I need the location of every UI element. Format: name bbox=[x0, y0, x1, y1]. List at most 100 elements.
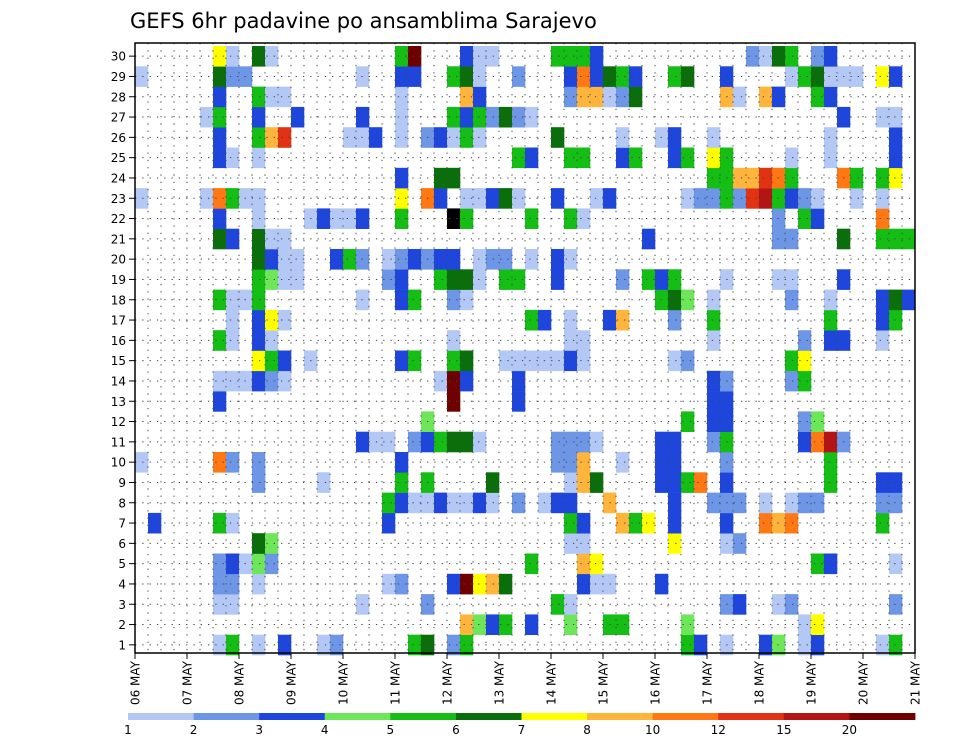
precip-cell bbox=[681, 411, 695, 432]
precip-cell bbox=[876, 66, 890, 87]
precip-cell bbox=[395, 46, 409, 67]
precip-cell bbox=[785, 594, 799, 615]
precip-cell bbox=[447, 167, 461, 189]
precip-cell bbox=[577, 472, 591, 493]
precip-cell bbox=[785, 228, 799, 250]
precip-cell bbox=[876, 330, 890, 351]
precip-cell bbox=[408, 66, 422, 87]
precip-cell bbox=[694, 634, 708, 656]
colorbar-swatch bbox=[718, 713, 785, 720]
precip-cell bbox=[226, 330, 240, 351]
precip-cell bbox=[265, 330, 279, 351]
precip-cell bbox=[486, 492, 500, 514]
precip-cell bbox=[824, 330, 838, 351]
precip-cell bbox=[252, 228, 266, 250]
precip-cell bbox=[512, 66, 526, 87]
precip-cell bbox=[356, 594, 370, 615]
precip-cell bbox=[564, 66, 578, 87]
precip-cell bbox=[226, 452, 240, 473]
y-tick-label: 5 bbox=[118, 557, 126, 571]
precip-cell bbox=[408, 492, 422, 514]
precip-cell bbox=[876, 208, 890, 229]
precip-cell bbox=[356, 106, 370, 128]
precip-cell bbox=[460, 127, 474, 148]
precip-cell bbox=[213, 370, 227, 392]
precip-cell bbox=[252, 147, 266, 169]
colorbar-label: 8 bbox=[583, 723, 591, 737]
precip-cell bbox=[291, 249, 305, 270]
precip-cell bbox=[616, 614, 630, 635]
colorbar-swatch bbox=[587, 713, 654, 720]
precip-cell bbox=[213, 106, 227, 128]
precip-cell bbox=[551, 431, 565, 453]
precip-cell bbox=[798, 614, 812, 635]
precip-cell bbox=[226, 512, 240, 534]
precip-cell bbox=[473, 431, 487, 453]
x-tick-label: 21 MAY bbox=[909, 660, 923, 705]
precip-cell bbox=[343, 127, 357, 148]
precip-cell bbox=[850, 167, 864, 189]
precip-cell bbox=[785, 46, 799, 67]
precip-cell bbox=[330, 249, 344, 270]
precip-cell bbox=[213, 147, 227, 169]
precip-cell bbox=[577, 512, 591, 534]
precip-cell bbox=[577, 431, 591, 453]
precip-cell bbox=[525, 553, 539, 575]
precip-cell bbox=[317, 472, 331, 493]
precip-cell bbox=[317, 208, 331, 229]
precip-cell bbox=[564, 614, 578, 635]
y-tick-label: 24 bbox=[111, 171, 126, 185]
precip-cell bbox=[356, 249, 370, 270]
precip-cell bbox=[395, 289, 409, 311]
precip-cell bbox=[590, 573, 604, 595]
precip-cell bbox=[668, 289, 682, 311]
precip-cell bbox=[824, 431, 838, 453]
precip-cell bbox=[707, 289, 721, 311]
precip-cell bbox=[824, 309, 838, 331]
colorbar: 1 2 3 4 5 6 7 8 10 12 15 20 bbox=[124, 713, 916, 737]
y-tick-label: 21 bbox=[111, 232, 126, 246]
colorbar-label: 12 bbox=[711, 723, 726, 737]
precip-cell bbox=[707, 147, 721, 169]
precip-cell bbox=[824, 86, 838, 108]
precip-cell bbox=[434, 431, 448, 453]
precip-cell bbox=[200, 188, 214, 209]
precip-cell bbox=[460, 573, 474, 595]
y-tick-label: 3 bbox=[118, 598, 126, 612]
precip-cell bbox=[759, 492, 773, 514]
precip-cell bbox=[460, 431, 474, 453]
precip-cell bbox=[265, 370, 279, 392]
x-tick-label: 10 MAY bbox=[337, 660, 351, 705]
precip-cell bbox=[616, 86, 630, 108]
precip-cell bbox=[447, 573, 461, 595]
colorbar-swatch bbox=[521, 713, 588, 720]
precip-cell bbox=[889, 147, 903, 169]
precip-cell bbox=[213, 208, 227, 229]
precip-cell bbox=[226, 573, 240, 595]
precip-cell bbox=[889, 492, 903, 514]
precip-cell bbox=[798, 330, 812, 351]
precip-cell bbox=[811, 614, 825, 635]
precip-cell bbox=[473, 573, 487, 595]
precip-cell bbox=[681, 66, 695, 87]
precip-cell bbox=[889, 594, 903, 615]
precip-cell bbox=[681, 147, 695, 169]
precip-cell bbox=[616, 512, 630, 534]
precip-cell bbox=[707, 411, 721, 432]
precip-cell bbox=[356, 127, 370, 148]
precip-cell bbox=[252, 188, 266, 209]
precip-cell bbox=[499, 106, 513, 128]
y-tick-label: 20 bbox=[111, 253, 126, 267]
precip-cell bbox=[577, 66, 591, 87]
precip-cell bbox=[889, 106, 903, 128]
precip-cell bbox=[226, 46, 240, 67]
precip-cell bbox=[551, 492, 565, 514]
precip-cell bbox=[395, 472, 409, 493]
precip-cell bbox=[551, 452, 565, 473]
precip-cell bbox=[512, 188, 526, 209]
colorbar-swatch bbox=[849, 713, 916, 720]
y-tick-label: 14 bbox=[111, 374, 126, 388]
precip-cell bbox=[213, 66, 227, 87]
precip-cell bbox=[629, 147, 643, 169]
